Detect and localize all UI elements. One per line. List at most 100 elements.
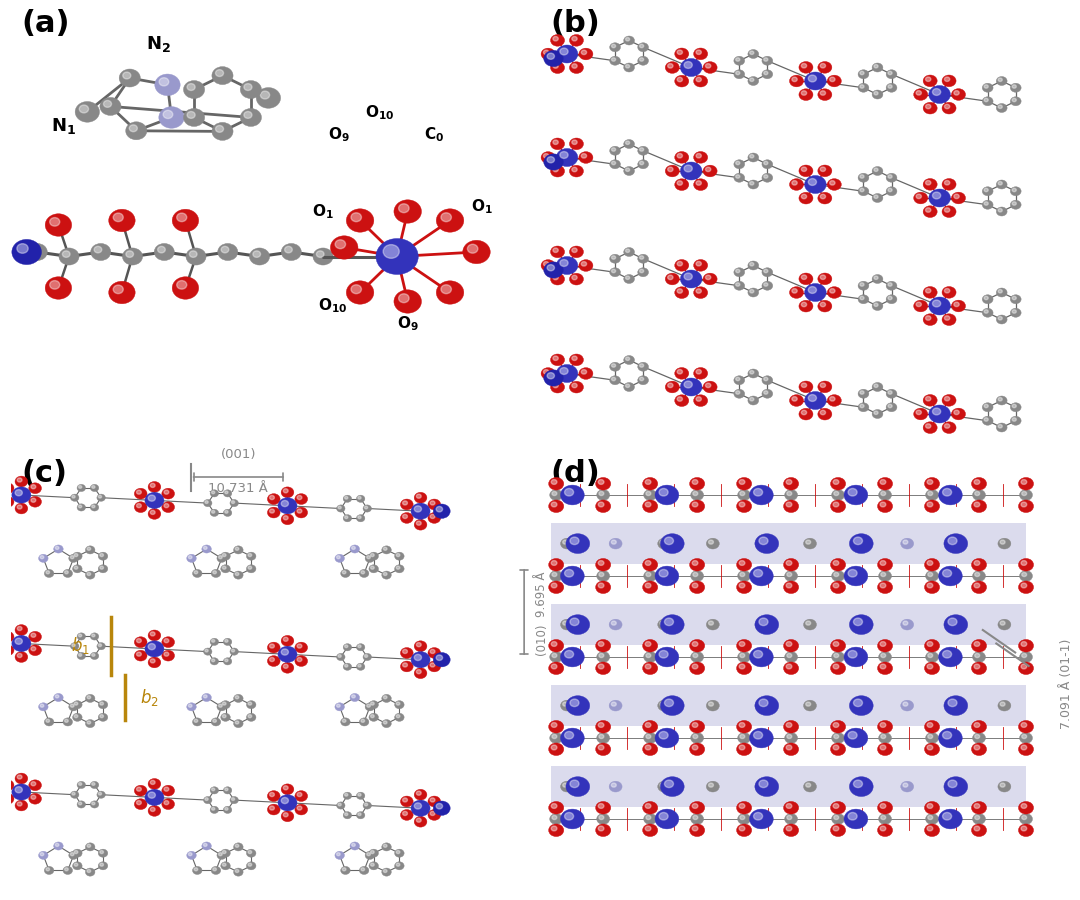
Circle shape xyxy=(278,498,297,514)
Circle shape xyxy=(927,642,933,646)
Circle shape xyxy=(924,720,940,733)
Circle shape xyxy=(831,743,846,756)
Circle shape xyxy=(764,71,768,75)
Circle shape xyxy=(330,236,357,259)
Circle shape xyxy=(77,504,85,511)
Circle shape xyxy=(566,615,590,634)
Circle shape xyxy=(739,745,745,750)
Circle shape xyxy=(212,718,220,726)
Circle shape xyxy=(845,728,868,748)
Circle shape xyxy=(926,490,939,500)
Circle shape xyxy=(104,101,111,107)
Circle shape xyxy=(75,566,78,569)
Circle shape xyxy=(737,477,752,490)
Circle shape xyxy=(342,868,346,871)
Circle shape xyxy=(675,259,689,271)
Circle shape xyxy=(98,862,108,869)
Circle shape xyxy=(806,783,811,788)
Circle shape xyxy=(203,546,207,549)
Circle shape xyxy=(914,88,928,101)
Circle shape xyxy=(859,281,869,290)
Circle shape xyxy=(403,798,407,802)
Circle shape xyxy=(244,112,252,119)
Circle shape xyxy=(1021,561,1027,565)
Circle shape xyxy=(972,558,987,572)
Circle shape xyxy=(827,178,841,191)
Circle shape xyxy=(833,826,839,831)
Circle shape xyxy=(806,540,811,544)
Circle shape xyxy=(543,154,549,158)
Circle shape xyxy=(833,480,839,484)
Circle shape xyxy=(436,804,443,809)
Text: 10.731 Å: 10.731 Å xyxy=(208,482,268,494)
Circle shape xyxy=(801,275,807,279)
Circle shape xyxy=(924,639,940,652)
Circle shape xyxy=(70,852,75,856)
Circle shape xyxy=(735,175,740,178)
Circle shape xyxy=(645,583,651,588)
Circle shape xyxy=(1000,621,1005,626)
Circle shape xyxy=(571,37,577,40)
Circle shape xyxy=(693,572,698,577)
Circle shape xyxy=(886,173,896,182)
Circle shape xyxy=(94,247,102,253)
Circle shape xyxy=(624,36,635,45)
Circle shape xyxy=(818,61,832,73)
Circle shape xyxy=(784,639,799,652)
Circle shape xyxy=(337,852,340,856)
Circle shape xyxy=(113,285,123,293)
Circle shape xyxy=(295,791,308,802)
Circle shape xyxy=(27,244,48,261)
Circle shape xyxy=(949,781,962,792)
Circle shape xyxy=(285,247,293,253)
Circle shape xyxy=(356,495,365,502)
Circle shape xyxy=(755,619,768,630)
Circle shape xyxy=(696,77,701,82)
Circle shape xyxy=(570,780,579,788)
Circle shape xyxy=(559,48,568,55)
Circle shape xyxy=(1,794,14,805)
Circle shape xyxy=(787,815,792,820)
Circle shape xyxy=(888,296,892,300)
Circle shape xyxy=(550,490,563,500)
Circle shape xyxy=(72,713,82,722)
Circle shape xyxy=(737,500,752,513)
Circle shape xyxy=(297,644,302,648)
Circle shape xyxy=(39,554,49,562)
Circle shape xyxy=(415,668,427,679)
Circle shape xyxy=(924,581,940,594)
Circle shape xyxy=(15,652,28,662)
Circle shape xyxy=(750,728,773,748)
Circle shape xyxy=(660,615,685,634)
Circle shape xyxy=(29,779,41,791)
Circle shape xyxy=(270,644,274,648)
Circle shape xyxy=(357,497,361,500)
Circle shape xyxy=(281,811,294,822)
Circle shape xyxy=(150,632,156,636)
Circle shape xyxy=(1012,310,1016,313)
Circle shape xyxy=(345,645,348,648)
Circle shape xyxy=(91,244,111,261)
Circle shape xyxy=(951,621,957,626)
Circle shape xyxy=(880,642,886,646)
Circle shape xyxy=(859,403,869,412)
Circle shape xyxy=(939,809,962,829)
Circle shape xyxy=(158,247,165,253)
Circle shape xyxy=(31,647,36,651)
Circle shape xyxy=(880,745,886,750)
Circle shape xyxy=(610,146,621,155)
Circle shape xyxy=(268,643,280,653)
Circle shape xyxy=(1018,500,1034,513)
Circle shape xyxy=(203,843,207,846)
Circle shape xyxy=(579,367,593,380)
Circle shape xyxy=(148,806,161,816)
Circle shape xyxy=(805,284,826,302)
Circle shape xyxy=(1022,653,1027,658)
Circle shape xyxy=(394,552,404,560)
Circle shape xyxy=(99,566,104,569)
Circle shape xyxy=(1021,826,1027,831)
Circle shape xyxy=(645,723,651,727)
Circle shape xyxy=(428,648,441,659)
Circle shape xyxy=(942,206,956,218)
Circle shape xyxy=(761,56,772,66)
